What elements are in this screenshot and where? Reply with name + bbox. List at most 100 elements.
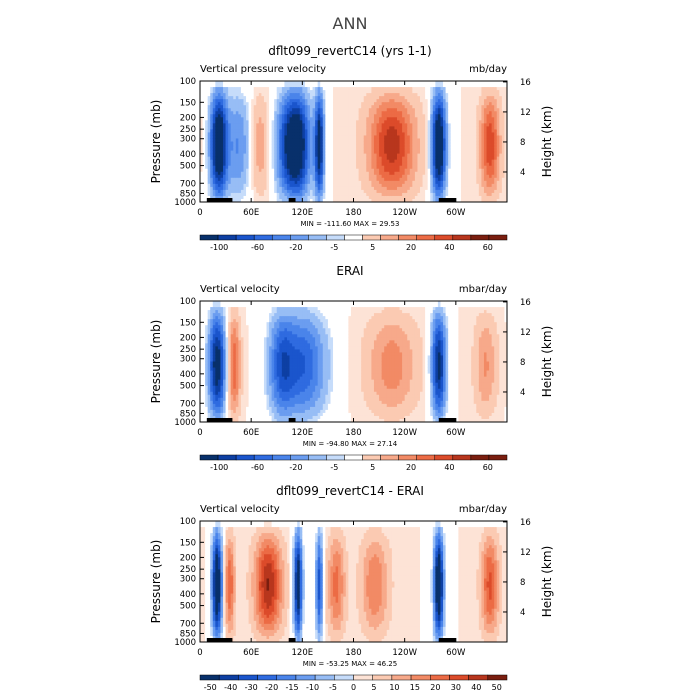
heatmap-cell (266, 117, 270, 121)
heatmap-cell (363, 120, 367, 124)
heatmap-cell (453, 87, 457, 91)
heatmap-cell (256, 198, 260, 203)
heatmap-cell (402, 186, 406, 191)
heatmap-cell (281, 177, 285, 182)
heatmap-cell (460, 123, 464, 127)
heatmap-cell (271, 84, 275, 88)
heatmap-cell (248, 144, 252, 148)
heatmap-cell (501, 165, 505, 170)
heatmap-cell (215, 141, 219, 145)
heatmap-cell (312, 84, 316, 88)
heatmap-cell (391, 177, 395, 182)
heatmap-cell (404, 183, 408, 188)
heatmap-cell (256, 147, 260, 151)
heatmap-cell (238, 123, 242, 127)
heatmap-cell (455, 102, 459, 106)
heatmap-cell (478, 99, 482, 103)
heatmap-cell (248, 198, 252, 203)
heatmap-cell (379, 117, 383, 121)
heatmap-cell (481, 162, 485, 167)
heatmap-cell (205, 114, 209, 118)
heatmap-cell (499, 177, 503, 182)
heatmap-cell (343, 153, 347, 158)
heatmap-cell (238, 168, 242, 173)
heatmap-cell (350, 87, 354, 91)
heatmap-cell (286, 108, 290, 112)
heatmap-cell (404, 87, 408, 91)
heatmap-cell (458, 180, 462, 185)
heatmap-cell (455, 132, 459, 136)
heatmap-cell (450, 111, 454, 115)
heatmap-cell (312, 105, 316, 109)
heatmap-cell (307, 198, 311, 203)
x-tick-label: 120E (292, 208, 314, 218)
heatmap-cell (458, 120, 462, 124)
heatmap-cell (274, 117, 278, 121)
heatmap-cell (473, 150, 477, 154)
heatmap-cell (404, 132, 408, 136)
heatmap-cell (363, 132, 367, 136)
heatmap-cell (473, 132, 477, 136)
heatmap-cell (425, 93, 429, 97)
heatmap-cell (335, 150, 339, 154)
heatmap-cell (304, 96, 308, 100)
heatmap-cell (399, 93, 403, 97)
heatmap-cell (207, 174, 211, 179)
heatmap-cell (430, 171, 434, 176)
heatmap-cell (473, 105, 477, 109)
heatmap-cell (443, 150, 446, 154)
heatmap-cell (399, 174, 403, 179)
heatmap-cell (473, 141, 477, 145)
heatmap-cell (432, 174, 436, 179)
heatmap-cell (225, 108, 229, 112)
heatmap-cell (330, 147, 334, 151)
heatmap-cell (263, 93, 267, 97)
panel-left-label: Vertical velocity (200, 284, 280, 295)
heatmap-cell (356, 126, 360, 130)
heatmap-cell (286, 129, 290, 133)
heatmap-cell (396, 162, 400, 167)
heatmap-cell (246, 150, 250, 154)
heatmap-cell (279, 153, 283, 158)
heatmap-cell (274, 168, 278, 173)
heatmap-cell (276, 141, 280, 145)
heatmap-cell (345, 126, 349, 130)
heatmap-cell (223, 111, 226, 115)
heatmap-cell (333, 87, 336, 91)
heatmap-cell (223, 126, 226, 130)
heatmap-cell (460, 141, 464, 145)
heatmap-cell (481, 84, 485, 88)
heatmap-cell (299, 198, 303, 203)
heatmap-cell (417, 168, 421, 173)
heatmap-cell (453, 150, 457, 154)
heatmap-cell (440, 165, 444, 170)
heatmap-cell (443, 192, 446, 197)
heatmap-cell (286, 168, 290, 173)
heatmap-cell (371, 123, 375, 127)
heatmap-cell (312, 186, 316, 191)
heatmap-cell (304, 198, 308, 203)
heatmap-cell (202, 111, 206, 115)
heatmap-cell (281, 144, 285, 148)
heatmap-cell (499, 132, 503, 136)
heatmap-cell (274, 171, 278, 176)
heatmap-cell (266, 108, 270, 112)
heatmap-cell (402, 195, 406, 200)
heatmap-cell (468, 168, 472, 173)
heatmap-cell (289, 111, 293, 115)
heatmap-cell (281, 183, 285, 188)
heatmap-cell (317, 168, 321, 173)
heatmap-cell (302, 93, 306, 97)
heatmap-cell (274, 90, 278, 94)
heatmap-cell (343, 189, 347, 194)
heatmap-cell (289, 135, 293, 139)
heatmap-cell (235, 165, 239, 170)
heatmap-cell (491, 141, 495, 145)
heatmap-cell (294, 147, 298, 151)
heatmap-cell (371, 147, 375, 151)
heatmap-cell (353, 192, 357, 197)
heatmap-cell (269, 156, 273, 161)
heatmap-cell (430, 150, 434, 154)
heatmap-cell (315, 102, 319, 106)
heatmap-cell (304, 144, 308, 148)
